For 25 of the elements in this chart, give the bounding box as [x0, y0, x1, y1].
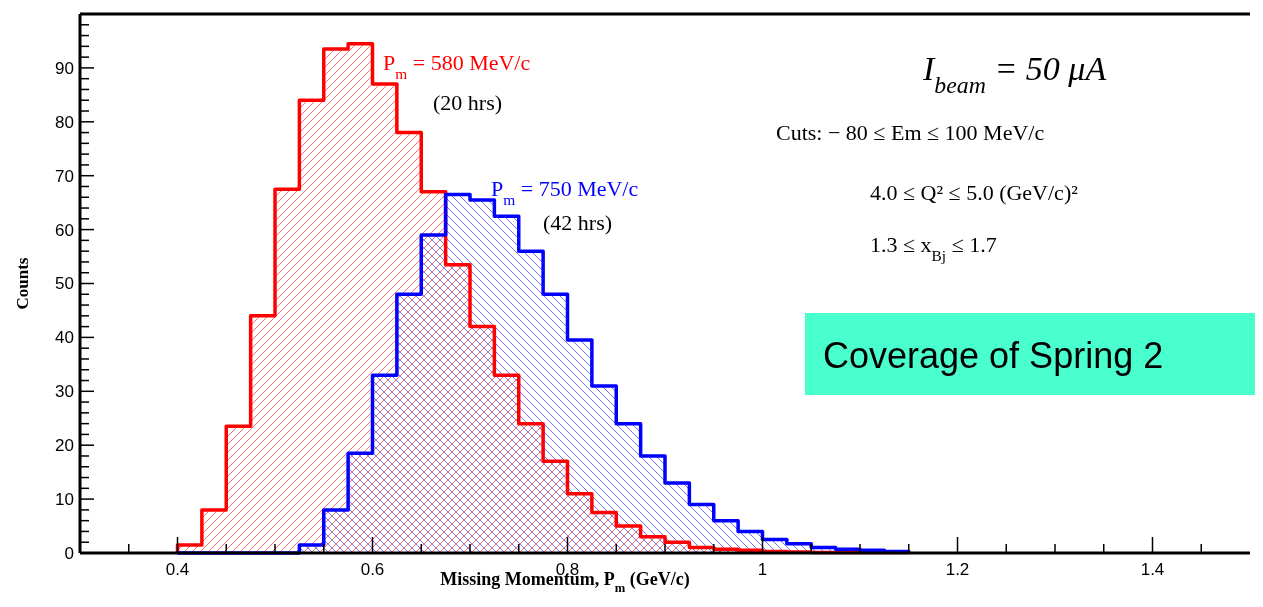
y-tick-label: 60 — [55, 220, 74, 240]
y-axis-title: Counts — [13, 257, 32, 310]
y-tick-label: 80 — [55, 112, 74, 132]
annotation: (20 hrs) — [433, 90, 503, 115]
y-tick-label: 30 — [55, 382, 74, 402]
legend-label: P$_{m}$ = 580 MeV/c — [383, 50, 531, 82]
annotation: 4.0 ≤ Q² ≤ 5.0 (GeV/c)² — [870, 180, 1079, 205]
y-tick-label: 0 — [64, 543, 74, 563]
y-tick-label: 20 — [55, 436, 74, 456]
annotation: I$_{beam}$ = 50 μA — [922, 50, 1107, 98]
annotation: Coverage of Spring 2 — [823, 335, 1164, 376]
annotation: Cuts: − 80 ≤ Em ≤ 100 MeV/c — [776, 120, 1045, 145]
x-tick-label: 1.4 — [1140, 560, 1165, 579]
y-tick-label: 50 — [55, 274, 74, 294]
x-tick-label: 0.4 — [165, 560, 190, 579]
y-tick-label: 40 — [55, 328, 74, 348]
annotation: (42 hrs) — [543, 210, 613, 235]
x-tick-label: 1 — [757, 560, 768, 579]
annotation: 1.3 ≤ x$_{Bj}$ ≤ 1.7 — [870, 232, 997, 264]
y-tick-label: 10 — [55, 490, 74, 510]
x-tick-label: 0.6 — [360, 560, 385, 579]
y-tick-label: 90 — [55, 58, 74, 78]
legend-label: P$_{m}$ = 750 MeV/c — [491, 176, 639, 208]
x-tick-label: 1.2 — [945, 560, 970, 579]
y-tick-label: 70 — [55, 166, 74, 186]
